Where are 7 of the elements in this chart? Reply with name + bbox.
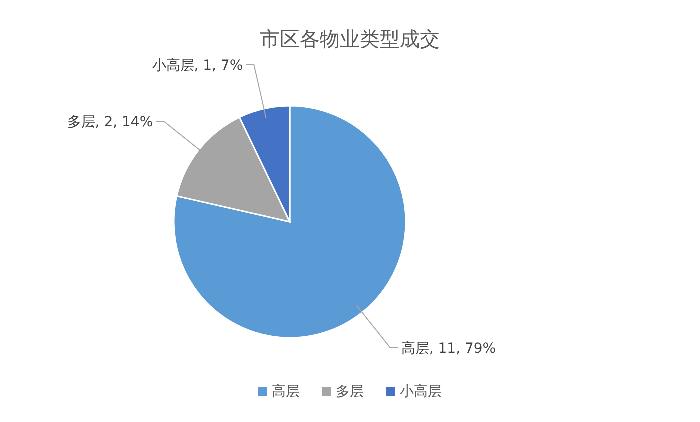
data-label: 小高层, 1, 7% xyxy=(152,58,244,74)
legend-label: 高层 xyxy=(272,384,300,400)
legend-label: 小高层 xyxy=(400,384,442,400)
chart-title: 市区各物业类型成交 xyxy=(260,27,440,51)
data-label: 高层, 11, 79% xyxy=(401,340,496,357)
data-label: 多层, 2, 14% xyxy=(67,114,154,131)
legend-label: 多层 xyxy=(336,384,364,400)
